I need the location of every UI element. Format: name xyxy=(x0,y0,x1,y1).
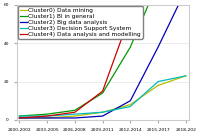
Cluster0) Data mining xyxy=(74,115,76,117)
Cluster0) Data mining xyxy=(129,104,132,105)
Cluster0) Data mining xyxy=(18,117,21,119)
Cluster4) Data analysis and modelling xyxy=(74,111,76,113)
Cluster2) Big data analysis xyxy=(129,100,132,102)
Cluster0) Data mining xyxy=(157,85,159,86)
Cluster1) BI in general xyxy=(101,92,104,94)
Line: Cluster4) Data analysis and modelling: Cluster4) Data analysis and modelling xyxy=(19,0,186,118)
Cluster4) Data analysis and modelling xyxy=(18,117,21,119)
Cluster3) Decision Support System xyxy=(18,115,21,117)
Cluster1) BI in general xyxy=(74,109,76,111)
Line: Cluster0) Data mining: Cluster0) Data mining xyxy=(19,76,186,118)
Cluster3) Decision Support System xyxy=(185,75,187,77)
Cluster0) Data mining xyxy=(46,117,48,119)
Cluster3) Decision Support System xyxy=(129,106,132,107)
Cluster2) Big data analysis xyxy=(46,117,48,119)
Cluster1) BI in general xyxy=(18,115,21,117)
Cluster4) Data analysis and modelling xyxy=(101,90,104,92)
Cluster4) Data analysis and modelling xyxy=(46,115,48,117)
Cluster3) Decision Support System xyxy=(157,81,159,82)
Line: Cluster2) Big data analysis: Cluster2) Big data analysis xyxy=(19,0,186,118)
Cluster1) BI in general xyxy=(129,46,132,48)
Cluster2) Big data analysis xyxy=(18,117,21,119)
Cluster3) Decision Support System xyxy=(101,111,104,113)
Cluster1) BI in general xyxy=(46,113,48,115)
Cluster2) Big data analysis xyxy=(101,115,104,117)
Cluster0) Data mining xyxy=(101,111,104,113)
Line: Cluster1) BI in general: Cluster1) BI in general xyxy=(19,0,186,116)
Cluster3) Decision Support System xyxy=(46,115,48,117)
Cluster0) Data mining xyxy=(185,75,187,77)
Cluster2) Big data analysis xyxy=(157,46,159,48)
Cluster3) Decision Support System xyxy=(74,113,76,115)
Line: Cluster3) Decision Support System: Cluster3) Decision Support System xyxy=(19,76,186,116)
Cluster2) Big data analysis xyxy=(74,117,76,119)
Cluster4) Data analysis and modelling xyxy=(129,14,132,15)
Legend: Cluster0) Data mining, Cluster1) BI in general, Cluster2) Big data analysis, Clu: Cluster0) Data mining, Cluster1) BI in g… xyxy=(18,6,143,39)
